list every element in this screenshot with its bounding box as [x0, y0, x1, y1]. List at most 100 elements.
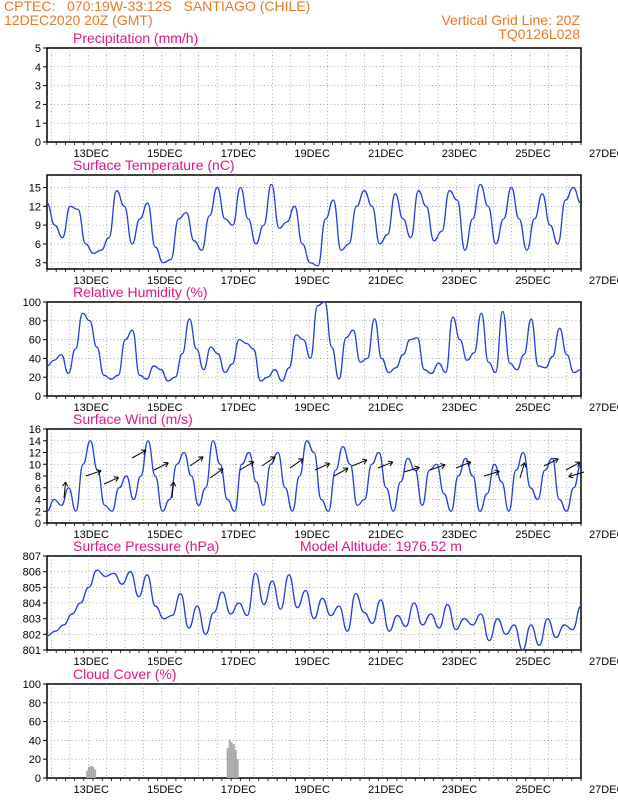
- cloud-bar: [232, 744, 235, 778]
- x-tick-label: 13DEC: [73, 784, 109, 794]
- x-tick-label: 13DEC: [73, 148, 109, 158]
- y-tick-label: 20: [29, 372, 41, 384]
- wind-arrow-head: [553, 457, 559, 464]
- wind-arrow: [289, 458, 304, 469]
- x-tick-label: 25DEC: [515, 656, 551, 666]
- x-tick-label: 23DEC: [442, 402, 478, 412]
- y-tick-label: 80: [29, 316, 41, 328]
- y-tick-label: 807: [23, 551, 41, 563]
- wind-arrow-head: [342, 467, 349, 473]
- y-tick-label: 801: [23, 645, 41, 657]
- wind-arrow-head: [574, 461, 581, 467]
- wind-arrow-head: [520, 462, 527, 468]
- wind-arrow: [333, 467, 349, 477]
- temperature-panel: Surface Temperature (nC) 3 6 9 12 15 13DEC 15DE…: [29, 157, 618, 285]
- wind-arrow: [189, 456, 204, 467]
- series-line: [46, 301, 582, 382]
- cloud-bar: [228, 739, 231, 778]
- wind-arrow-head: [270, 456, 276, 462]
- y-tick-label: 0: [35, 391, 41, 403]
- x-tick-label: 13DEC: [73, 275, 109, 285]
- x-tick-label: 15DEC: [147, 656, 183, 666]
- cloud-bar: [234, 749, 237, 778]
- y-tick-label: 803: [23, 614, 41, 626]
- wind-arrow-head: [387, 460, 394, 467]
- cloud-cover-panel: Cloud Cover (%) 0 20 40 60 80 100 13DEC 15DEC 17D…: [23, 666, 618, 794]
- wind-arrow-head: [361, 458, 368, 465]
- wind-arrow: [314, 462, 330, 471]
- cloud-bar: [94, 769, 97, 778]
- y-tick-label: 16: [29, 424, 41, 436]
- wind-arrow-head: [96, 469, 102, 475]
- x-tick-label: 19DEC: [294, 402, 330, 412]
- x-tick-label: 23DEC: [442, 529, 478, 539]
- y-tick-label: 14: [29, 436, 41, 448]
- x-tick-label: 25DEC: [515, 402, 551, 412]
- y-tick-label: 80: [29, 698, 41, 710]
- y-tick-label: 806: [23, 567, 41, 579]
- cloud-bar: [88, 766, 91, 778]
- wind-arrow: [239, 461, 254, 471]
- wind-arrow-head: [163, 461, 169, 468]
- cloud-bar: [230, 742, 233, 778]
- wind-arrow: [63, 482, 67, 499]
- wind-arrow: [85, 470, 102, 477]
- x-tick-label: 25DEC: [515, 148, 551, 158]
- y-tick-label: 0: [35, 137, 41, 149]
- x-tick-label: 15DEC: [147, 529, 183, 539]
- y-tick-label: 12: [29, 448, 41, 460]
- wind-arrow-head: [170, 481, 177, 487]
- series-line: [46, 569, 582, 651]
- y-tick-label: 1: [35, 118, 41, 130]
- y-tick-label: 6: [35, 239, 41, 251]
- y-tick-label: 100: [23, 679, 41, 691]
- wind-arrow: [429, 464, 446, 471]
- y-tick-label: 804: [23, 598, 41, 610]
- x-tick-label: 25DEC: [515, 784, 551, 794]
- x-tick-label: 25DEC: [515, 275, 551, 285]
- y-tick-label: 6: [35, 483, 41, 495]
- y-tick-label: 4: [35, 62, 41, 74]
- cloud-bar: [90, 765, 93, 778]
- header-grid-line: Vertical Grid Line: 20Z: [441, 12, 580, 28]
- plot-frame: [46, 683, 582, 779]
- y-tick-label: 10: [29, 459, 41, 471]
- y-tick-label: 40: [29, 735, 41, 747]
- x-tick-label: 23DEC: [442, 148, 478, 158]
- plot-frame: [46, 174, 582, 270]
- x-tick-label: 21DEC: [368, 529, 404, 539]
- wind-arrow-head: [324, 462, 331, 468]
- x-tick-label: 21DEC: [368, 275, 404, 285]
- wind-arrow-head: [140, 449, 147, 455]
- x-tick-label: 13DEC: [73, 529, 109, 539]
- y-tick-label: 2: [35, 506, 41, 518]
- wind-arrow-head: [568, 472, 574, 479]
- wind-arrow: [483, 470, 500, 477]
- panel-title: Relative Humidity (%): [73, 284, 208, 300]
- y-tick-label: 8: [35, 471, 41, 483]
- panel-title: Precipitation (mm/h): [73, 30, 198, 46]
- precipitation-panel: Precipitation (mm/h) 0 1 2 3 4 5 13DEC 15DEC 17DE…: [35, 30, 618, 158]
- x-tick-label: 17DEC: [221, 402, 257, 412]
- y-tick-label: 3: [35, 81, 41, 93]
- panel-title: Surface Wind (m/s): [73, 411, 193, 427]
- y-tick-label: 2: [35, 99, 41, 111]
- x-tick-label: 19DEC: [294, 784, 330, 794]
- y-tick-label: 40: [29, 353, 41, 365]
- y-tick-label: 100: [23, 297, 41, 309]
- x-tick-label: 25DEC: [515, 529, 551, 539]
- cloud-bar: [86, 770, 89, 778]
- wind-arrow: [209, 468, 224, 479]
- wind-arrow-head: [414, 465, 420, 472]
- wind-arrow-head: [113, 476, 120, 482]
- x-tick-label: 15DEC: [147, 784, 183, 794]
- x-tick-label: 23DEC: [442, 784, 478, 794]
- y-tick-label: 5: [35, 43, 41, 55]
- x-tick-label: 23DEC: [442, 656, 478, 666]
- wind-arrow: [131, 449, 147, 459]
- panel-title: Surface Temperature (nC): [73, 157, 235, 173]
